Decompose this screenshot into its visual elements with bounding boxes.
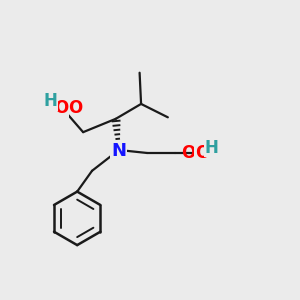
Text: N: N <box>111 142 126 160</box>
Text: H: H <box>44 92 57 110</box>
Text: O: O <box>195 144 209 162</box>
Text: H: H <box>205 139 219 157</box>
Text: O: O <box>181 144 195 162</box>
Text: H: H <box>44 92 57 110</box>
Text: O: O <box>54 99 68 117</box>
Text: N: N <box>111 142 126 160</box>
Text: H: H <box>205 139 219 157</box>
Text: O: O <box>68 99 83 117</box>
